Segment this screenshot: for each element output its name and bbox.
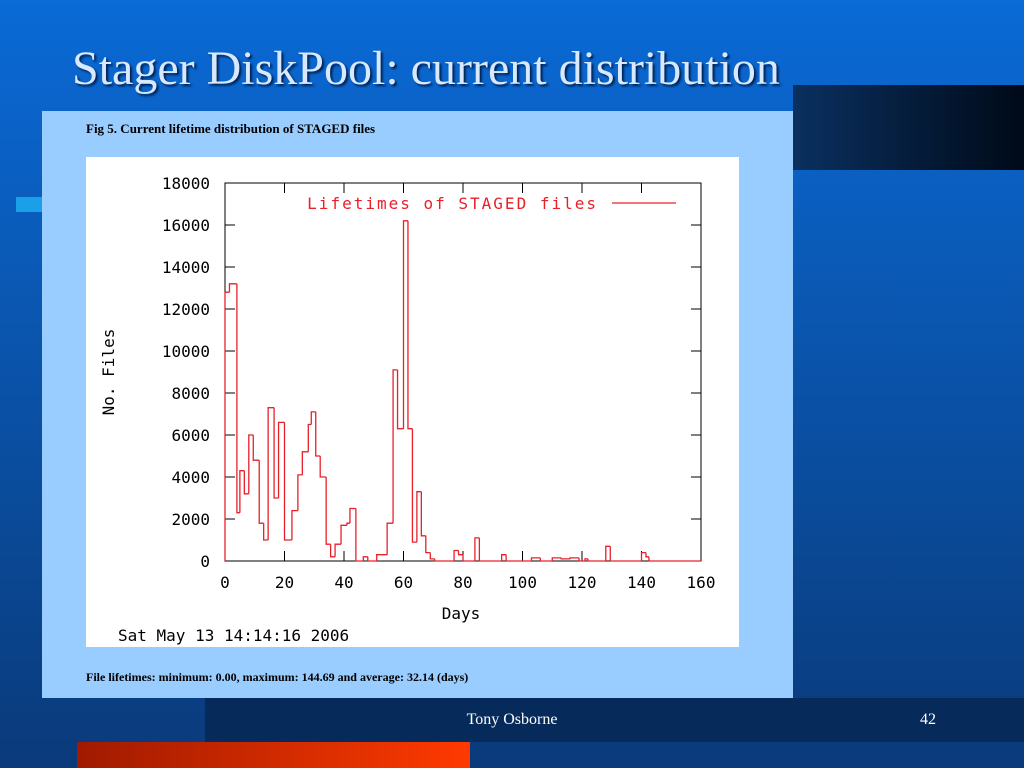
histogram-step — [539, 557, 553, 562]
histogram-step — [277, 421, 285, 498]
histogram-step — [228, 283, 237, 293]
decor-square — [16, 197, 42, 212]
histogram-step — [355, 508, 364, 562]
figure-caption: Fig 5. Current lifetime distribution of … — [86, 121, 375, 136]
histogram-step — [411, 428, 417, 543]
histogram-step — [349, 507, 356, 524]
histogram-step — [291, 509, 298, 540]
histogram-step — [243, 470, 249, 495]
histogram-step — [505, 554, 532, 562]
histogram-step — [457, 550, 463, 556]
histogram-step — [530, 557, 541, 561]
histogram-step — [551, 557, 562, 561]
histogram-step — [645, 552, 649, 558]
y-tick-label: 2000 — [171, 510, 210, 529]
decor-band — [793, 85, 1024, 170]
x-tick-label: 20 — [275, 573, 294, 592]
x-tick-label: 100 — [508, 573, 537, 592]
histogram-step — [239, 470, 245, 513]
histogram-step — [310, 411, 316, 425]
histogram-step — [334, 543, 342, 557]
page-number: 42 — [920, 711, 936, 728]
histogram-step — [297, 474, 303, 511]
histogram-step — [648, 556, 701, 562]
histogram-step — [224, 291, 230, 561]
slide-title: Stager DiskPool: current distribution — [72, 42, 780, 95]
legend-label: Lifetimes of STAGED files — [307, 194, 598, 213]
histogram-step — [236, 283, 240, 514]
y-tick-label: 0 — [200, 552, 210, 571]
histogram-step — [367, 556, 377, 562]
histogram-step — [587, 558, 606, 562]
x-tick-label: 0 — [220, 573, 230, 592]
histogram-step — [362, 556, 368, 561]
x-tick-label: 40 — [334, 573, 353, 592]
y-axis-label: No. Files — [99, 329, 118, 416]
y-tick-label: 10000 — [162, 342, 210, 361]
y-tick-label: 14000 — [162, 258, 210, 277]
histogram-step — [569, 557, 580, 559]
x-tick-label: 80 — [453, 573, 472, 592]
histogram-step — [609, 546, 642, 562]
histogram-step — [283, 422, 292, 541]
histogram-step — [453, 549, 459, 561]
x-axis-label: Days — [442, 604, 481, 623]
histogram-step — [319, 456, 327, 478]
histogram-step — [584, 558, 588, 561]
plot-panel — [86, 157, 739, 647]
y-tick-label: 4000 — [171, 468, 210, 487]
y-tick-label: 18000 — [162, 174, 210, 193]
histogram-step — [429, 552, 435, 560]
x-tick-label: 120 — [568, 573, 597, 592]
histogram-step — [386, 522, 394, 555]
histogram-step — [263, 523, 269, 541]
y-tick-label: 16000 — [162, 216, 210, 235]
footnote: File lifetimes: minimum: 0.00, maximum: … — [86, 670, 468, 684]
timestamp: Sat May 13 14:14:16 2006 — [118, 626, 349, 645]
histogram-step — [407, 220, 413, 430]
histogram-step — [340, 524, 347, 545]
histogram-step — [252, 435, 260, 461]
x-tick-label: 140 — [627, 573, 656, 592]
histogram-step — [474, 537, 480, 561]
histogram-step — [315, 411, 321, 457]
histogram-step — [301, 451, 309, 475]
histogram-step — [392, 369, 398, 524]
histogram-step — [425, 535, 431, 554]
histogram-step — [462, 554, 475, 562]
histogram-step — [396, 369, 404, 430]
histogram-step — [346, 522, 350, 526]
histogram-step — [402, 220, 408, 429]
histogram-step — [434, 558, 455, 562]
x-tick-label: 160 — [687, 573, 716, 592]
histogram-step — [325, 477, 331, 545]
histogram-step — [416, 491, 422, 543]
decor-bar — [77, 742, 470, 768]
histogram-step — [560, 557, 571, 560]
histogram-step — [258, 460, 264, 524]
y-tick-label: 12000 — [162, 300, 210, 319]
histogram-step — [376, 554, 388, 561]
histogram-step — [248, 434, 254, 494]
histogram-step — [605, 545, 611, 561]
y-tick-label: 6000 — [171, 426, 210, 445]
histogram-step — [420, 491, 426, 537]
footer-band — [205, 698, 1024, 742]
histogram-step — [273, 407, 279, 499]
footer: Tony Osborne — [467, 711, 558, 728]
histogram-step — [578, 557, 585, 562]
y-tick-label: 8000 — [171, 384, 210, 403]
histogram-step — [478, 537, 502, 562]
x-tick-label: 60 — [394, 573, 413, 592]
histogram-step — [329, 544, 336, 558]
histogram-step — [307, 423, 312, 452]
histogram-step — [267, 407, 275, 540]
histogram-step — [501, 554, 507, 561]
histogram-step — [640, 551, 646, 561]
